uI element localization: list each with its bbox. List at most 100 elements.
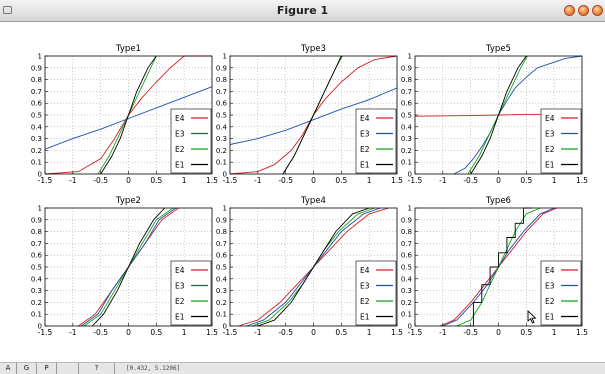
tick-label-y: 0.4: [31, 123, 43, 131]
cursor-coordinates: [0.432, 5.1206]: [126, 365, 181, 372]
subplot-type2[interactable]: -1.5 -1 -0.5 0 0.5 1 1.5 0 0.1 0.2 0.3 0.4 0.5 0.6 0.7…: [31, 196, 218, 337]
tick-label-y: 0.1: [401, 311, 412, 319]
tick-label-x: 0.5: [335, 176, 347, 185]
tick-label-y: 0.6: [31, 252, 43, 260]
legend-label-e1: E1: [175, 313, 185, 322]
legend-label-e4: E4: [175, 266, 185, 275]
series-line-e1: [257, 207, 370, 327]
legend: E4 E3 E2 E1: [355, 108, 397, 174]
legend-box: [540, 260, 582, 326]
tick-label-y: 0.6: [31, 100, 43, 108]
tick-label-y: 0.1: [31, 159, 42, 167]
tick-label-x: 0: [311, 328, 316, 337]
tick-label-x: 1.5: [576, 176, 588, 185]
legend-label-e4: E4: [545, 266, 555, 275]
tick-label-y: 0.2: [216, 299, 227, 307]
tick-label-x: -0.5: [278, 176, 293, 185]
series-line-e1: [465, 207, 532, 327]
tick-label-x: 0.5: [150, 328, 162, 337]
legend-label-e4: E4: [175, 114, 185, 123]
statusbar-button-blank[interactable]: [57, 363, 79, 374]
legend: E4 E3 E2 E1: [355, 260, 397, 326]
subplot-title: Type4: [300, 196, 326, 206]
tick-label-y: 0.9: [216, 64, 227, 72]
tick-label-y: 0: [38, 171, 42, 179]
tick-label-y: 0.8: [401, 228, 412, 236]
tick-label-y: 0: [38, 323, 42, 331]
series-line-e3: [44, 86, 213, 150]
close-button[interactable]: [592, 5, 603, 16]
tick-label-y: 0.8: [216, 76, 227, 84]
tick-label-x: 0.5: [335, 328, 347, 337]
subplot-type4[interactable]: -1.5 -1 -0.5 0 0.5 1 1.5 0 0.1 0.2 0.3 0.4 0.5 0.6 0.7…: [216, 196, 403, 337]
tick-label-y: 0.6: [216, 100, 228, 108]
tick-label-x: 0: [496, 176, 501, 185]
legend-label-e2: E2: [175, 297, 185, 306]
tick-label-y: 1: [223, 53, 227, 61]
tick-label-x: 1: [182, 176, 187, 185]
subplot-type6[interactable]: -1.5 -1 -0.5 0 0.5 1 1.5 0 0.1 0.2 0.3 0.4 0.5 0.6 0.7…: [401, 196, 588, 337]
window-menu-icon[interactable]: [3, 6, 12, 14]
subplot-title: Type2: [115, 196, 141, 206]
legend-box: [170, 260, 212, 326]
tick-label-y: 0.4: [216, 275, 228, 283]
tick-label-y: 1: [223, 205, 227, 213]
tick-label-y: 0.5: [31, 264, 42, 272]
figure-canvas[interactable]: -1.5 -1 -0.5 0 0.5 1 1.5 0 0.1 0.2 0.3 0.4 0.5 0.6 0.7…: [0, 22, 605, 347]
tick-label-x: 1: [552, 176, 557, 185]
tick-label-x: 0: [126, 176, 131, 185]
tick-label-x: -1.5: [223, 176, 238, 185]
tick-label-x: 1: [367, 328, 372, 337]
tick-label-x: -1: [69, 328, 77, 337]
statusbar-button-g[interactable]: G: [17, 363, 37, 374]
tick-label-y: 0.4: [401, 123, 413, 131]
tick-label-x: 1.5: [576, 328, 588, 337]
tick-label-y: 0.1: [216, 311, 227, 319]
legend-label-e1: E1: [175, 161, 185, 170]
tick-label-x: 1.5: [206, 176, 218, 185]
tick-label-y: 0.5: [31, 112, 42, 120]
tick-label-y: 0.9: [401, 64, 412, 72]
legend-label-e1: E1: [545, 313, 555, 322]
tick-label-x: -0.5: [463, 176, 478, 185]
subplot-type3[interactable]: -1.5 -1 -0.5 0 0.5 1 1.5 0 0.1 0.2 0.3 0.4 0.5 0.6 0.7…: [216, 44, 403, 185]
subplot-type1[interactable]: -1.5 -1 -0.5 0 0.5 1 1.5 0 0.1 0.2 0.3 0.4 0.5 0.6 0.7…: [31, 44, 218, 185]
window-title: Figure 1: [276, 4, 329, 17]
legend-label-e2: E2: [545, 145, 555, 154]
tick-label-y: 0.8: [401, 76, 412, 84]
tick-label-y: 0.2: [31, 147, 42, 155]
tick-label-x: 1: [552, 328, 557, 337]
maximize-button[interactable]: [578, 5, 589, 16]
statusbar-button-help[interactable]: ?: [79, 363, 115, 374]
tick-label-y: 0.7: [216, 88, 227, 96]
series-line-e4: [44, 55, 212, 175]
subplot-type5[interactable]: -1.5 -1 -0.5 0 0.5 1 1.5 0 0.1 0.2 0.3 0.4 0.5 0.6 0.7…: [401, 44, 588, 185]
tick-label-y: 0.7: [31, 88, 42, 96]
legend-box: [355, 260, 397, 326]
tick-label-x: 0.5: [520, 328, 532, 337]
legend-label-e3: E3: [360, 130, 370, 139]
minimize-button[interactable]: [564, 5, 575, 16]
legend-label-e3: E3: [175, 282, 185, 291]
tick-label-x: 1: [367, 176, 372, 185]
statusbar-button-p[interactable]: P: [37, 363, 57, 374]
tick-label-y: 0.6: [401, 100, 413, 108]
legend-label-e2: E2: [360, 297, 370, 306]
legend: E4 E3 E2 E1: [540, 108, 582, 174]
statusbar-button-a[interactable]: A: [0, 363, 17, 374]
tick-label-y: 0.2: [401, 299, 412, 307]
tick-label-y: 0.2: [401, 147, 412, 155]
tick-label-x: -0.5: [463, 328, 478, 337]
legend: E4 E3 E2 E1: [540, 260, 582, 326]
tick-label-x: 1.5: [391, 176, 403, 185]
legend-box: [170, 108, 212, 174]
tick-label-y: 0.9: [401, 216, 412, 224]
tick-label-y: 0.3: [31, 135, 42, 143]
tick-label-x: -1: [439, 176, 447, 185]
tick-label-y: 0.3: [401, 135, 412, 143]
tick-label-x: -0.5: [278, 328, 293, 337]
legend-box: [540, 108, 582, 174]
tick-label-y: 0.7: [31, 240, 42, 248]
tick-label-y: 0.7: [401, 240, 412, 248]
tick-label-y: 0.5: [401, 112, 412, 120]
